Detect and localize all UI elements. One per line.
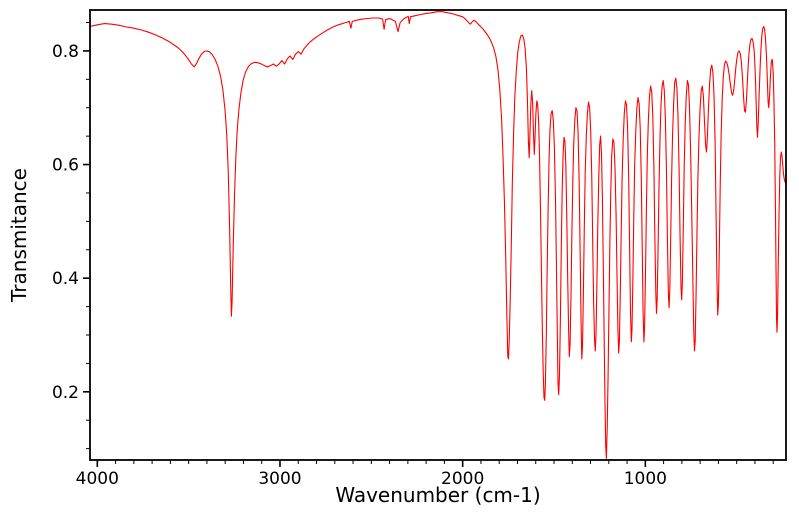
axes-box (89, 9, 787, 461)
spectrum-line (90, 11, 786, 459)
y-axis-label: Transmitance (7, 168, 31, 302)
x-tick-label: 1000 (624, 469, 667, 489)
y-tick-label: 0.4 (52, 269, 79, 289)
x-tick-label: 4000 (76, 469, 119, 489)
y-tick-label: 0.2 (52, 383, 79, 403)
x-tick-label: 3000 (258, 469, 301, 489)
x-tick-label: 2000 (441, 469, 484, 489)
x-axis-label: Wavenumber (cm-1) (335, 483, 541, 507)
y-tick-label: 0.8 (52, 42, 79, 62)
y-tick-label: 0.6 (52, 156, 79, 176)
